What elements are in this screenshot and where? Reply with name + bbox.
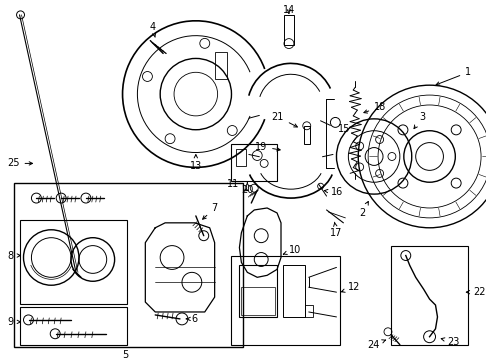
Bar — [231, 144, 277, 181]
Bar — [239, 265, 277, 317]
Bar — [231, 256, 340, 345]
Text: 7: 7 — [202, 203, 218, 219]
Text: 14: 14 — [282, 5, 294, 15]
Text: 16: 16 — [324, 187, 342, 197]
Text: 19: 19 — [254, 141, 280, 152]
Text: 1: 1 — [435, 67, 470, 85]
Bar — [284, 15, 293, 45]
Text: 3: 3 — [413, 112, 425, 129]
Bar — [20, 307, 126, 345]
Bar — [214, 51, 226, 79]
Text: 24: 24 — [367, 339, 385, 350]
Text: 15: 15 — [338, 124, 350, 134]
Text: 18: 18 — [363, 102, 386, 113]
Bar — [236, 149, 246, 166]
Text: 13: 13 — [189, 154, 202, 171]
Text: 20: 20 — [241, 183, 253, 195]
Bar — [303, 126, 309, 144]
Text: 12: 12 — [341, 282, 360, 292]
Text: 10: 10 — [283, 244, 301, 255]
Text: 6: 6 — [186, 314, 198, 324]
Text: 21: 21 — [271, 112, 297, 127]
Text: 22: 22 — [466, 287, 485, 297]
Bar — [20, 220, 126, 304]
Text: 2: 2 — [358, 202, 367, 218]
Bar — [283, 265, 304, 317]
Text: 17: 17 — [329, 222, 342, 238]
Bar — [241, 287, 275, 315]
Text: 9: 9 — [7, 317, 20, 327]
Bar — [14, 183, 243, 347]
Text: 8: 8 — [7, 251, 20, 261]
Bar — [390, 246, 467, 345]
Text: 4: 4 — [149, 22, 155, 37]
Text: 23: 23 — [440, 337, 459, 347]
Text: 5: 5 — [122, 350, 128, 360]
Bar — [304, 305, 312, 317]
Text: 25: 25 — [7, 158, 32, 168]
Text: 11: 11 — [227, 179, 247, 191]
